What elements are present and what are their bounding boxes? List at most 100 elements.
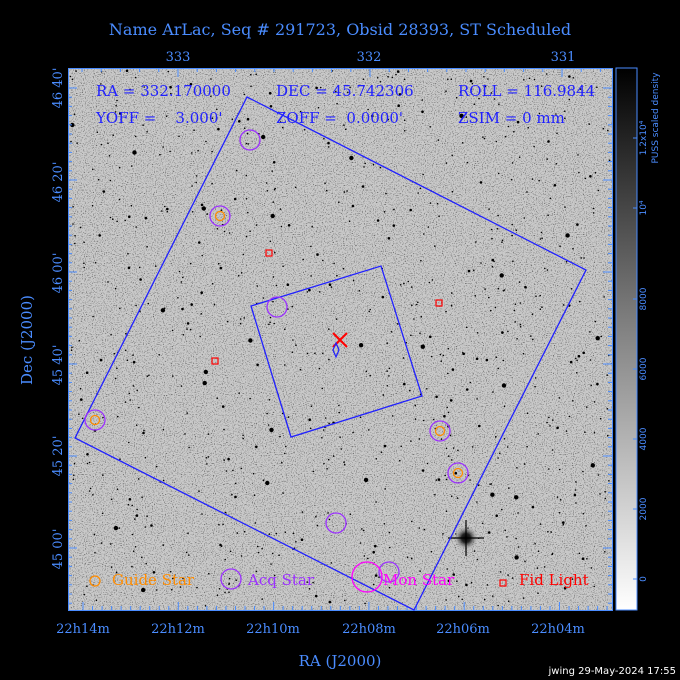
- field-star: [502, 359, 505, 362]
- field-star: [541, 306, 543, 309]
- field-star: [421, 469, 425, 472]
- acq-star-circle: [209, 205, 231, 227]
- field-star: [595, 336, 600, 341]
- field-star: [118, 527, 121, 529]
- fid-light-square: [211, 357, 219, 365]
- field-star: [379, 166, 382, 169]
- field-star: [539, 294, 541, 297]
- field-star: [359, 416, 362, 419]
- field-star: [262, 297, 265, 299]
- field-star: [182, 276, 184, 279]
- field-star: [469, 479, 471, 481]
- field-star: [234, 495, 237, 499]
- field-star: [220, 545, 223, 548]
- field-star: [409, 389, 411, 392]
- field-star: [243, 317, 245, 319]
- field-star: [144, 526, 147, 528]
- field-star: [450, 304, 453, 307]
- field-star: [299, 110, 302, 113]
- field-star: [392, 224, 396, 227]
- field-star: [516, 467, 518, 469]
- axis-ticks: [68, 68, 612, 610]
- field-star: [367, 108, 369, 111]
- field-star: [216, 108, 218, 111]
- field-star: [511, 162, 514, 164]
- field-star: [531, 505, 535, 509]
- field-star: [497, 287, 500, 290]
- field-star: [545, 73, 548, 75]
- field-star: [423, 233, 425, 235]
- field-star: [555, 113, 557, 115]
- top-axis-label: 332: [357, 50, 382, 65]
- field-star: [540, 85, 543, 87]
- field-star: [86, 585, 88, 587]
- field-star: [316, 253, 319, 256]
- field-star: [134, 546, 137, 548]
- field-star: [118, 198, 121, 201]
- field-star: [413, 318, 415, 320]
- field-star: [419, 187, 422, 190]
- field-star: [311, 225, 314, 228]
- field-star: [376, 219, 380, 222]
- field-star: [403, 78, 406, 81]
- field-star: [375, 458, 378, 460]
- field-star: [589, 175, 592, 178]
- left-axis-label: 45 20': [51, 436, 66, 477]
- field-star: [109, 179, 112, 182]
- field-star: [242, 434, 244, 437]
- field-star: [308, 288, 311, 292]
- field-star: [399, 284, 402, 286]
- field-star: [564, 206, 566, 208]
- field-star: [495, 435, 497, 438]
- field-star: [388, 375, 390, 377]
- field-star: [487, 78, 489, 80]
- field-star: [79, 387, 82, 390]
- field-star: [536, 567, 539, 569]
- field-star: [119, 458, 121, 461]
- field-star: [445, 599, 447, 601]
- field-star: [489, 483, 491, 486]
- field-star: [447, 78, 449, 80]
- field-star: [575, 357, 577, 360]
- field-star: [138, 406, 140, 409]
- field-star: [78, 413, 80, 416]
- field-star: [204, 605, 207, 607]
- field-star: [318, 367, 321, 370]
- field-star: [92, 315, 94, 318]
- field-star: [116, 415, 119, 418]
- field-star: [497, 367, 500, 370]
- field-star: [552, 419, 554, 421]
- field-star: [145, 562, 147, 565]
- field-star: [379, 81, 382, 83]
- bottom-axis-label: 22h14m: [56, 622, 110, 637]
- field-star: [284, 328, 286, 331]
- field-star: [312, 470, 315, 473]
- field-star: [71, 78, 74, 81]
- field-star: [483, 76, 485, 78]
- field-star: [526, 191, 528, 193]
- field-star: [284, 531, 287, 533]
- field-star: [440, 438, 443, 440]
- field-star: [250, 85, 252, 88]
- field-star: [315, 86, 318, 90]
- field-star: [422, 173, 424, 176]
- field-star: [243, 127, 246, 129]
- field-star: [294, 186, 297, 189]
- readout-zsim: ZSIM = 0 mm: [458, 109, 565, 127]
- field-star: [136, 508, 138, 511]
- field-star: [430, 550, 433, 553]
- field-star: [72, 223, 74, 225]
- field-star: [562, 304, 565, 306]
- field-star: [134, 76, 137, 79]
- outer-field-outline: [74, 96, 587, 611]
- field-star: [273, 322, 276, 325]
- field-star: [94, 262, 97, 264]
- field-star: [73, 462, 76, 465]
- field-star: [178, 135, 180, 138]
- field-star: [569, 304, 571, 307]
- field-star: [492, 391, 494, 393]
- field-star: [191, 152, 193, 154]
- field-star: [475, 241, 477, 243]
- field-star: [532, 338, 534, 341]
- field-star: [438, 215, 440, 217]
